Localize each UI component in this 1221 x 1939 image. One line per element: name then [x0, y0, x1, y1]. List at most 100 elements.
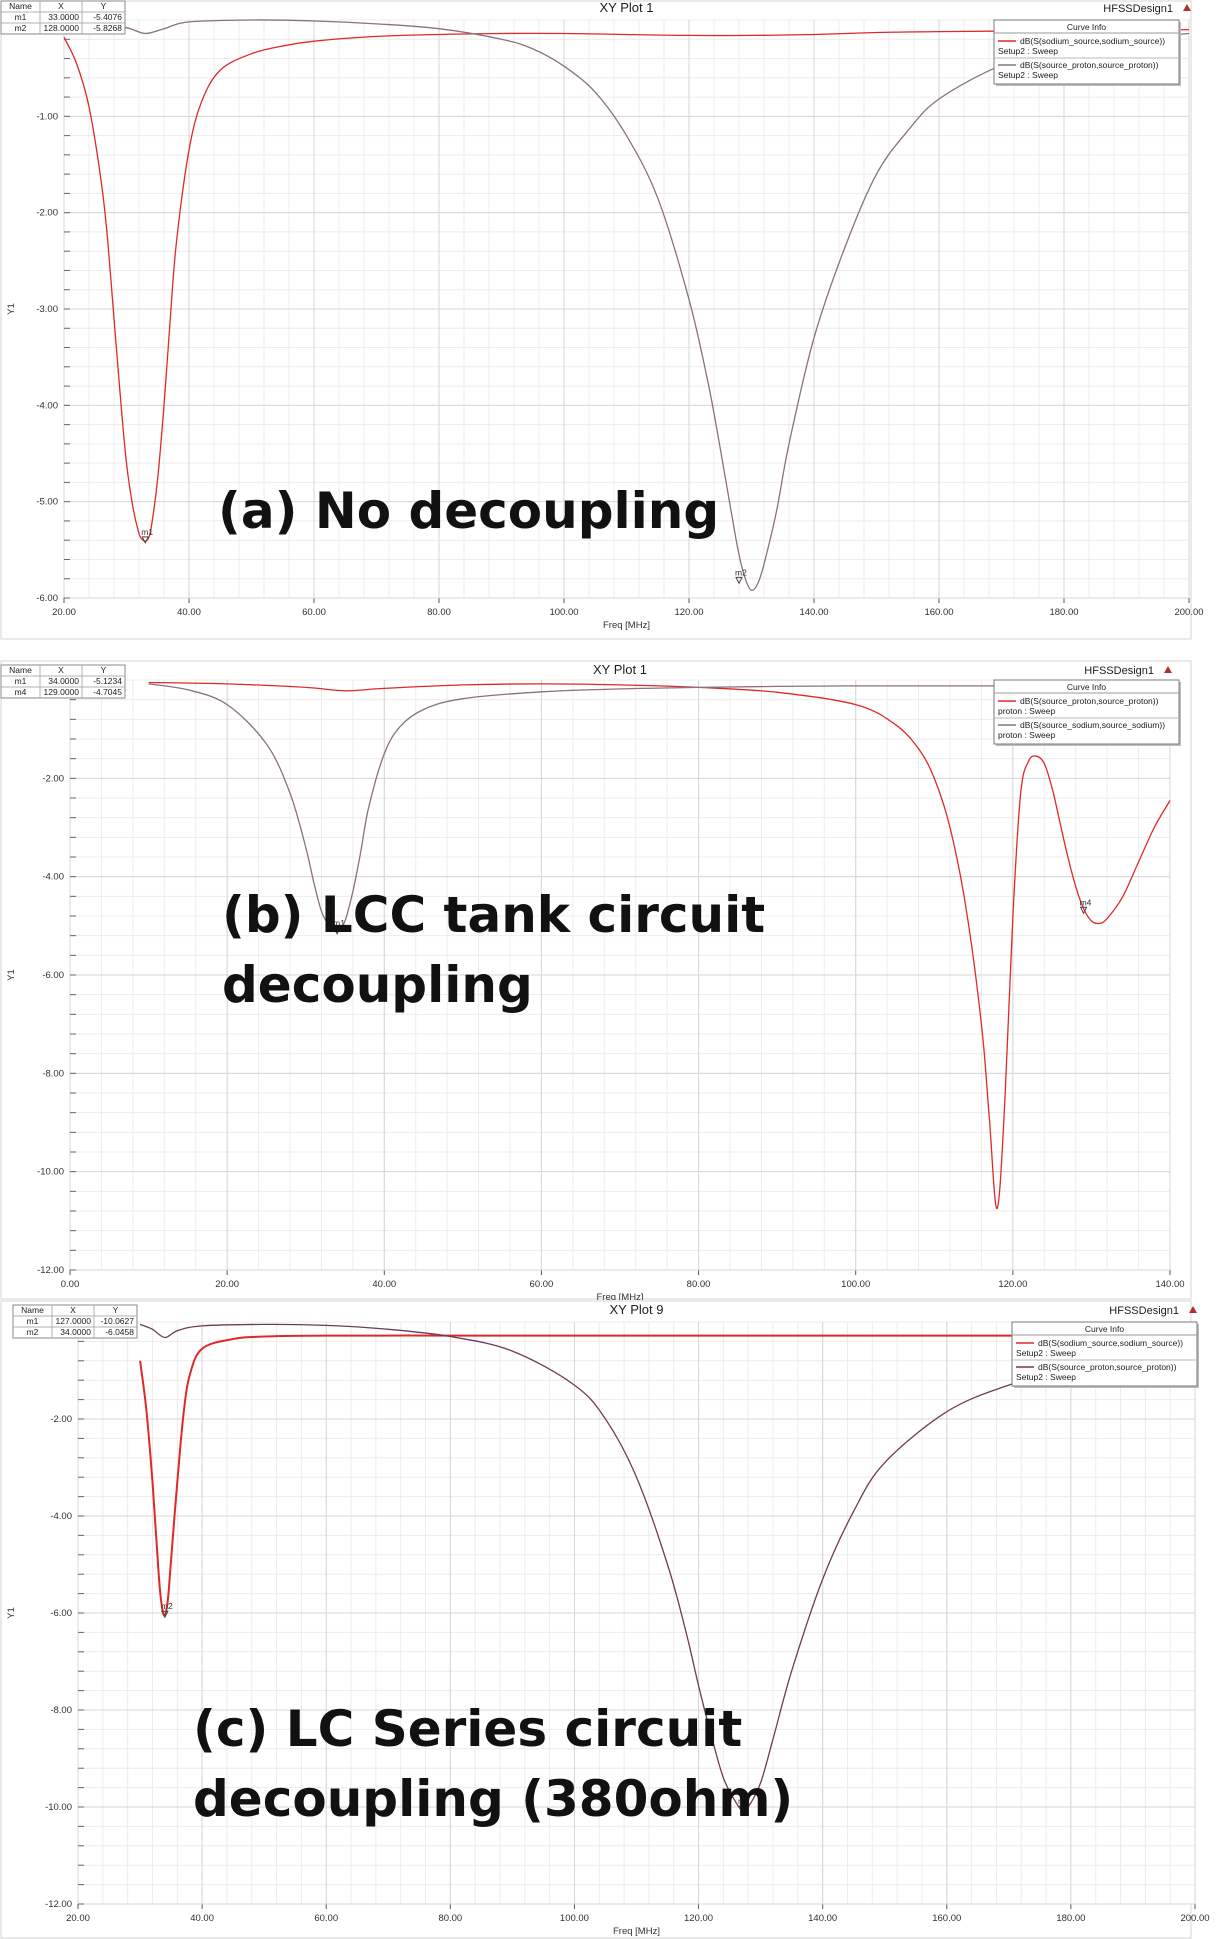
- x-axis-label: Freq [MHz]: [603, 620, 650, 631]
- x-tick-label: 100.00: [549, 607, 578, 618]
- legend-entry-setup: proton : Sweep: [998, 730, 1055, 740]
- legend-box: [993, 19, 1180, 85]
- marker-table-x: 33.0000: [48, 12, 79, 22]
- marker-table-y: -5.4076: [93, 12, 122, 22]
- y-tick-label: -6.00: [42, 970, 64, 981]
- x-tick-label: 40.00: [372, 1279, 396, 1290]
- chart-panel-a: 20.00 40.00 60.00 80.00 100.00 120.00 140.00 16…: [0, 0, 1221, 640]
- series-line-0: [148, 681, 1171, 1210]
- chart-caption-line: decoupling (380ohm): [193, 1770, 793, 1828]
- marker-table-header: X: [58, 665, 64, 675]
- legend-entry-name: dB(S(source_proton,source_proton)): [1020, 696, 1159, 706]
- marker-m2-label: m2: [735, 567, 747, 577]
- legend-entry-setup: Setup2 : Sweep: [1016, 1348, 1076, 1358]
- y-tick-label: -1.00: [36, 111, 58, 122]
- legend-entry-name: dB(S(sodium_source,sodium_source)): [1020, 36, 1165, 46]
- corner-triangle-icon: [1164, 666, 1172, 673]
- marker-m1-label: m1: [738, 1796, 750, 1806]
- x-tick-label: 0.00: [61, 1279, 80, 1290]
- legend-entry-setup: Setup2 : Sweep: [998, 70, 1058, 80]
- x-axis-label: Freq [MHz]: [613, 1926, 660, 1937]
- marker-table-x: 34.0000: [60, 1327, 91, 1337]
- marker-table: [0, 664, 126, 699]
- chart-caption-line: (c) LC Series circuit: [193, 1700, 742, 1758]
- marker-m1-label: m1: [141, 527, 153, 537]
- x-tick-label: 140.00: [799, 607, 828, 618]
- x-tick-label: 180.00: [1056, 1913, 1085, 1924]
- marker-table-header: Name: [9, 665, 32, 675]
- x-tick-label: 160.00: [924, 607, 953, 618]
- legend-title: Curve Info: [1067, 682, 1106, 692]
- x-tick-label: 60.00: [314, 1913, 338, 1924]
- plot-title: XY Plot 1: [593, 662, 647, 677]
- marker-table-y: -6.0458: [105, 1327, 134, 1337]
- marker-table-header: Y: [101, 1, 107, 11]
- legend-box: [1011, 1321, 1198, 1387]
- design-name: HFSSDesign1: [1084, 665, 1154, 677]
- marker-table-y: -5.1234: [93, 676, 122, 686]
- chart-panel-c: 20.00 40.00 60.00 80.00 100.00 120.00 140.00 16…: [0, 1300, 1221, 1939]
- series-line-0: [63, 28, 1190, 542]
- marker-table-name: m4: [15, 687, 27, 697]
- marker-m2-icon: [161, 1610, 169, 1619]
- marker-table: [0, 0, 126, 35]
- marker-m4-label: m4: [1080, 897, 1092, 907]
- y-tick-label: -6.00: [36, 593, 58, 604]
- chart-caption-line: decoupling: [222, 956, 533, 1014]
- y-tick-label: -2.00: [42, 773, 64, 784]
- x-tick-label: 200.00: [1180, 1913, 1209, 1924]
- marker-table-y: -10.0627: [100, 1316, 134, 1326]
- marker-m1-icon: [738, 1805, 746, 1814]
- x-tick-label: 120.00: [674, 607, 703, 618]
- x-tick-label: 100.00: [560, 1913, 589, 1924]
- x-tick-label: 20.00: [215, 1279, 239, 1290]
- x-tick-label: 80.00: [427, 607, 451, 618]
- marker-table-name: m1: [15, 676, 27, 686]
- x-tick-label: 60.00: [302, 607, 326, 618]
- y-tick-label: -5.00: [36, 497, 58, 508]
- marker-m1-icon: [333, 927, 341, 936]
- x-tick-label: 120.00: [684, 1913, 713, 1924]
- legend-title: Curve Info: [1067, 22, 1106, 32]
- x-tick-label: 140.00: [808, 1913, 837, 1924]
- marker-table-header: X: [58, 1, 64, 11]
- x-tick-label: 20.00: [52, 607, 76, 618]
- y-tick-label: -4.00: [36, 400, 58, 411]
- marker-table-name: m1: [27, 1316, 39, 1326]
- xy-plot-c: 20.00 40.00 60.00 80.00 100.00 120.00 140.00 16…: [0, 1300, 1210, 1939]
- x-tick-label: 80.00: [438, 1913, 462, 1924]
- series-line-0: [139, 1334, 1195, 1617]
- y-tick-label: -12.00: [45, 1899, 72, 1910]
- marker-table-header: Name: [9, 1, 32, 11]
- legend-entry-setup: Setup2 : Sweep: [998, 46, 1058, 56]
- series-line-1: [148, 683, 1170, 933]
- y-tick-label: -3.00: [36, 304, 58, 315]
- marker-table-x: 127.0000: [56, 1316, 92, 1326]
- legend-entry-setup: Setup2 : Sweep: [1016, 1372, 1076, 1382]
- legend-box: [993, 679, 1180, 745]
- plot-title: XY Plot 9: [610, 1302, 664, 1317]
- legend-entry-name: dB(S(source_proton,source_proton)): [1020, 60, 1159, 70]
- y-tick-label: -6.00: [50, 1608, 72, 1619]
- x-tick-label: 180.00: [1049, 607, 1078, 618]
- y-tick-label: -8.00: [42, 1068, 64, 1079]
- marker-table-header: X: [70, 1305, 76, 1315]
- x-tick-label: 120.00: [998, 1279, 1027, 1290]
- chart-panel-b: 0.00 20.00 40.00 60.00 80.00 100.00 120.00 140.…: [0, 660, 1221, 1300]
- marker-table-header: Y: [113, 1305, 119, 1315]
- y-tick-label: -8.00: [50, 1705, 72, 1716]
- y-tick-label: -4.00: [50, 1511, 72, 1522]
- marker-table-header: Y: [101, 665, 107, 675]
- marker-m2-label: m2: [161, 1601, 173, 1611]
- x-tick-label: 100.00: [841, 1279, 870, 1290]
- y-axis-label: Y1: [6, 969, 17, 981]
- y-axis-label: Y1: [6, 1607, 17, 1619]
- legend-entry-setup: proton : Sweep: [998, 706, 1055, 716]
- chart-caption-line: (b) LCC tank circuit: [222, 886, 765, 944]
- y-tick-label: -10.00: [37, 1167, 64, 1178]
- chart-caption-line: (a) No decoupling: [218, 482, 719, 540]
- design-name: HFSSDesign1: [1109, 1305, 1179, 1317]
- marker-table-y: -4.7045: [93, 687, 122, 697]
- y-tick-label: -12.00: [37, 1265, 64, 1276]
- x-tick-label: 20.00: [66, 1913, 90, 1924]
